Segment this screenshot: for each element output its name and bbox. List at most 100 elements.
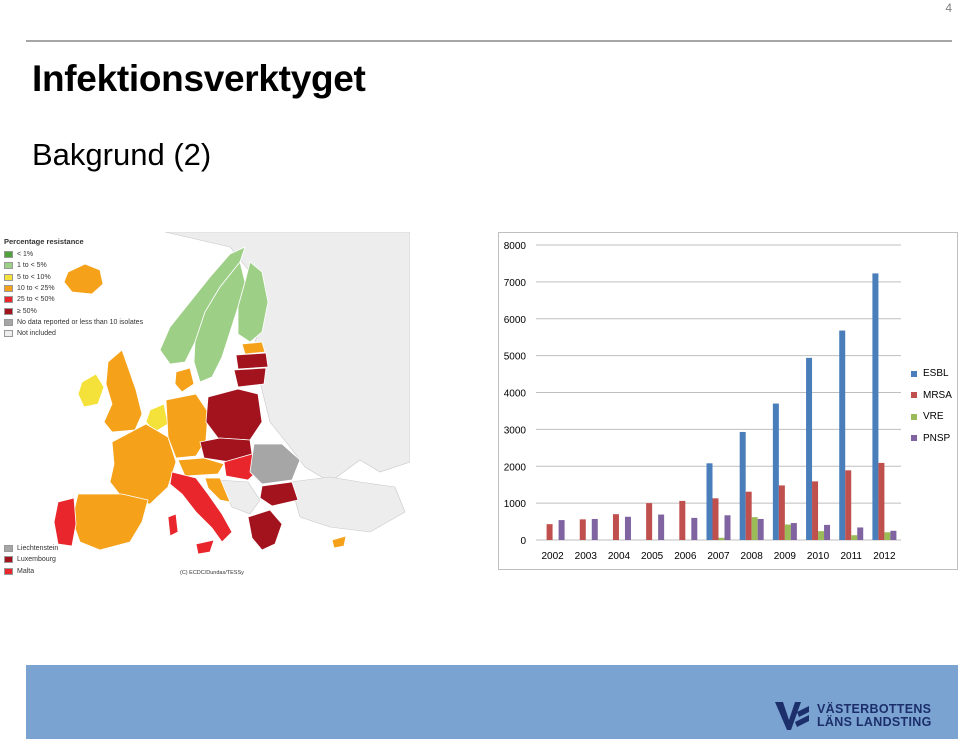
bar-mrsa: [778, 485, 785, 540]
legend-label: 25 to < 50%: [17, 296, 55, 304]
legend-swatch: [911, 392, 917, 399]
legend-row: Malta: [4, 566, 58, 577]
map-bulgaria: [259, 481, 299, 507]
legend-swatch: [4, 307, 13, 315]
x-tick-label: 2009: [774, 551, 797, 562]
legend-swatch: [4, 273, 13, 281]
y-tick-label: 5000: [504, 352, 527, 363]
map-netherlands-belgium: [145, 403, 169, 433]
legend-swatch: [4, 545, 13, 553]
legend-label: ≥ 50%: [17, 307, 37, 315]
legend-swatch: [4, 567, 13, 575]
legend-label: VRE: [923, 411, 944, 423]
legend-label: 10 to < 25%: [17, 285, 55, 293]
map-region-not-included-south: [289, 476, 406, 533]
y-tick-label: 1000: [504, 499, 527, 510]
bar-mrsa: [612, 514, 619, 540]
map-legend: Percentage resistance < 1% 1 to < 5% 5 t…: [4, 237, 143, 339]
map-portugal: [53, 497, 77, 547]
bar-mrsa: [712, 498, 719, 540]
vll-logo: VÄSTERBOTTENS LÄNS LANDSTING: [775, 702, 932, 730]
bar-esbl: [706, 463, 713, 540]
bar-mrsa: [679, 500, 686, 540]
bar-esbl: [839, 330, 846, 540]
logo-line-2: LÄNS LANDSTING: [817, 715, 932, 729]
y-tick-label: 0: [520, 536, 526, 547]
legend-row: Luxembourg: [4, 554, 58, 565]
bar-pnsp: [824, 524, 831, 540]
legend-swatch: [4, 285, 13, 293]
bar-mrsa: [812, 481, 819, 540]
legend-row: Not included: [4, 328, 143, 339]
legend-row: No data reported or less than 10 isolate…: [4, 317, 143, 328]
legend-swatch: [4, 296, 13, 304]
y-tick-label: 7000: [504, 278, 527, 289]
bar-pnsp: [857, 527, 864, 540]
bar-esbl: [872, 273, 879, 540]
bar-mrsa: [546, 524, 553, 540]
legend-swatch: [4, 262, 13, 270]
bar-vre: [851, 535, 858, 540]
map-cyprus: [331, 535, 347, 549]
map-iceland: [63, 263, 104, 295]
map-germany: [165, 393, 209, 459]
legend-label: Malta: [17, 567, 35, 575]
chart-legend-item: VRE: [911, 406, 952, 428]
chart-legend: ESBL MRSA VRE PNSP: [911, 363, 952, 449]
europe-resistance-map: Percentage resistance < 1% 1 to < 5% 5 t…: [0, 232, 410, 582]
legend-swatch: [4, 556, 13, 564]
x-tick-label: 2007: [707, 551, 730, 562]
legend-label: No data reported or less than 10 isolate…: [17, 318, 144, 326]
x-tick-label: 2006: [674, 551, 697, 562]
bar-pnsp: [658, 514, 665, 540]
x-tick-label: 2004: [608, 551, 631, 562]
y-tick-label: 8000: [504, 241, 527, 252]
bar-vre: [751, 517, 758, 540]
legend-label: Luxembourg: [17, 556, 56, 564]
page-title: Infektionsverktyget: [32, 58, 366, 99]
bar-mrsa: [745, 491, 752, 540]
chart-legend-item: MRSA: [911, 385, 952, 407]
map-lithuania: [233, 367, 267, 388]
y-tick-label: 3000: [504, 425, 527, 436]
map-greece: [247, 509, 283, 551]
legend-swatch: [911, 413, 917, 420]
logo-text: VÄSTERBOTTENS LÄNS LANDSTING: [817, 703, 932, 729]
bar-pnsp: [591, 518, 598, 540]
legend-row: 5 to < 10%: [4, 272, 143, 283]
x-tick-label: 2010: [807, 551, 830, 562]
chart-legend-item: PNSP: [911, 428, 952, 450]
bar-mrsa: [845, 470, 852, 540]
map-uk: [103, 349, 143, 433]
page-number: 4: [945, 1, 952, 15]
chart-legend-item: ESBL: [911, 363, 952, 385]
legend-row: < 1%: [4, 249, 143, 260]
top-divider: [26, 40, 952, 42]
legend-row: Liechtenstein: [4, 543, 58, 554]
bar-vre: [884, 532, 891, 540]
x-tick-label: 2011: [840, 551, 862, 562]
legend-swatch: [4, 330, 13, 338]
bar-pnsp: [724, 515, 731, 540]
bar-pnsp: [790, 523, 797, 540]
map-france: [109, 423, 177, 505]
bar-pnsp: [558, 520, 565, 540]
legend-label: 5 to < 10%: [17, 273, 51, 281]
map-estonia: [241, 341, 266, 355]
y-tick-label: 6000: [504, 315, 527, 326]
legend-row: 1 to < 5%: [4, 260, 143, 271]
map-finland: [237, 261, 269, 343]
bar-pnsp: [890, 530, 897, 540]
y-tick-label: 2000: [504, 462, 527, 473]
map-balkans: [217, 479, 261, 515]
bar-mrsa: [646, 503, 653, 540]
bar-pnsp: [691, 517, 698, 540]
bar-vre: [784, 524, 791, 540]
map-poland: [205, 388, 263, 441]
legend-label: Not included: [17, 330, 56, 338]
bar-chart-svg: 0 1000 2000 3000 4000 5000 6000 7000 8000 2002 200…: [504, 241, 901, 562]
legend-row: 10 to < 25%: [4, 283, 143, 294]
x-tick-label: 2005: [641, 551, 664, 562]
map-croatia: [204, 477, 231, 503]
map-sicily: [195, 539, 215, 555]
